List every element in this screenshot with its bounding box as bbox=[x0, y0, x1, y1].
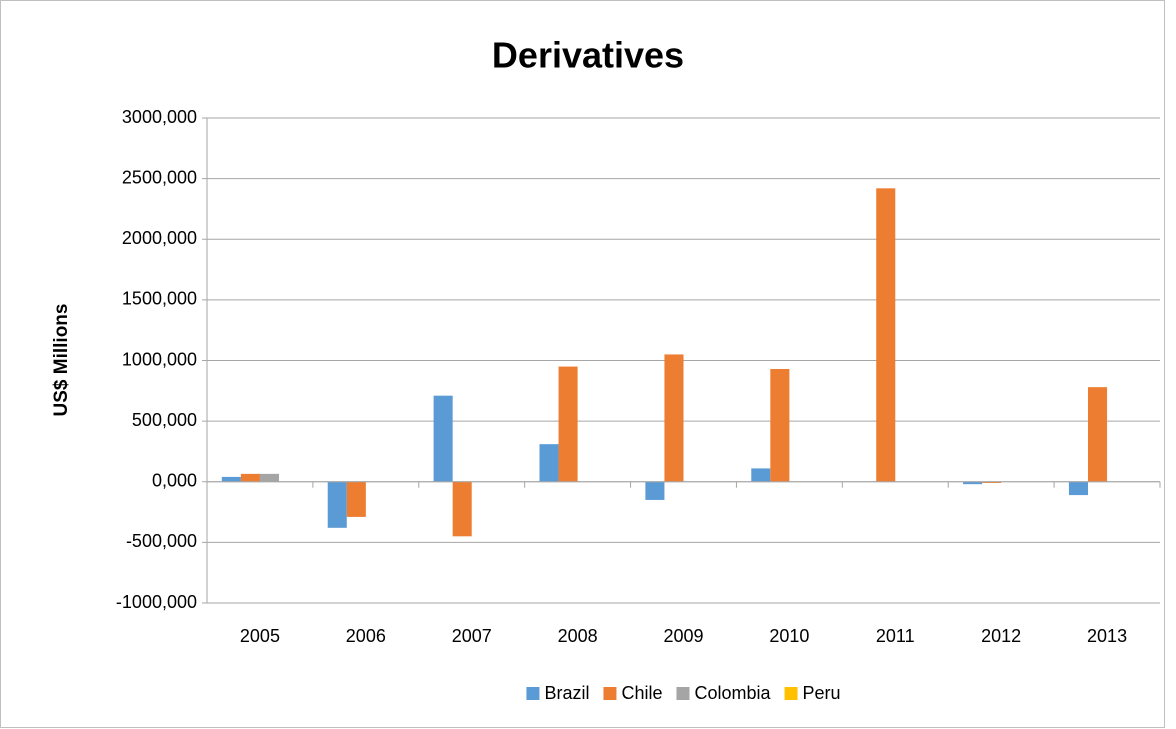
bar bbox=[433, 395, 453, 482]
bar bbox=[346, 481, 366, 517]
bar bbox=[452, 481, 472, 537]
x-tick-label: 2007 bbox=[452, 626, 492, 646]
bar bbox=[539, 444, 559, 482]
x-tick-label: 2009 bbox=[663, 626, 703, 646]
y-axis-title: US$ Millions bbox=[51, 304, 72, 417]
y-tick-label: 2500,000 bbox=[122, 167, 197, 187]
y-tick-label: -1000,000 bbox=[116, 592, 197, 612]
legend-swatch bbox=[603, 687, 617, 700]
x-tick-label: 2012 bbox=[981, 626, 1021, 646]
bar bbox=[751, 468, 771, 482]
bar bbox=[963, 481, 983, 485]
bar bbox=[327, 481, 347, 528]
bar bbox=[558, 366, 578, 482]
x-tick-label: 2008 bbox=[558, 626, 598, 646]
bar bbox=[770, 368, 790, 482]
y-tick-label: 3000,000 bbox=[122, 107, 197, 127]
legend-label: Brazil bbox=[544, 683, 589, 703]
y-tick-label: 0,000 bbox=[152, 471, 197, 491]
legend-swatch bbox=[784, 687, 798, 700]
x-tick-label: 2005 bbox=[240, 626, 280, 646]
bar bbox=[876, 188, 896, 482]
x-tick-label: 2010 bbox=[769, 626, 809, 646]
y-tick-label: 2000,000 bbox=[122, 228, 197, 248]
bar bbox=[1087, 387, 1108, 482]
legend-label: Colombia bbox=[694, 683, 771, 703]
bar bbox=[982, 481, 1002, 483]
x-tick-label: 2011 bbox=[876, 626, 915, 646]
legend-swatch bbox=[676, 687, 690, 700]
bar bbox=[240, 473, 260, 482]
chart-title: Derivatives bbox=[492, 35, 684, 76]
bar bbox=[259, 473, 280, 482]
bar bbox=[645, 481, 665, 500]
legend-label: Chile bbox=[621, 683, 662, 703]
y-tick-label: -500,000 bbox=[126, 531, 197, 551]
bar bbox=[664, 354, 684, 482]
y-tick-label: 1000,000 bbox=[122, 349, 197, 369]
legend-swatch bbox=[526, 687, 540, 700]
y-tick-label: 1500,000 bbox=[122, 289, 197, 309]
bar bbox=[1068, 481, 1088, 496]
x-tick-label: 2013 bbox=[1087, 626, 1127, 646]
bar bbox=[221, 476, 241, 482]
x-tick-label: 2006 bbox=[346, 626, 386, 646]
legend-label: Peru bbox=[803, 683, 841, 703]
y-tick-label: 500,000 bbox=[132, 410, 197, 430]
